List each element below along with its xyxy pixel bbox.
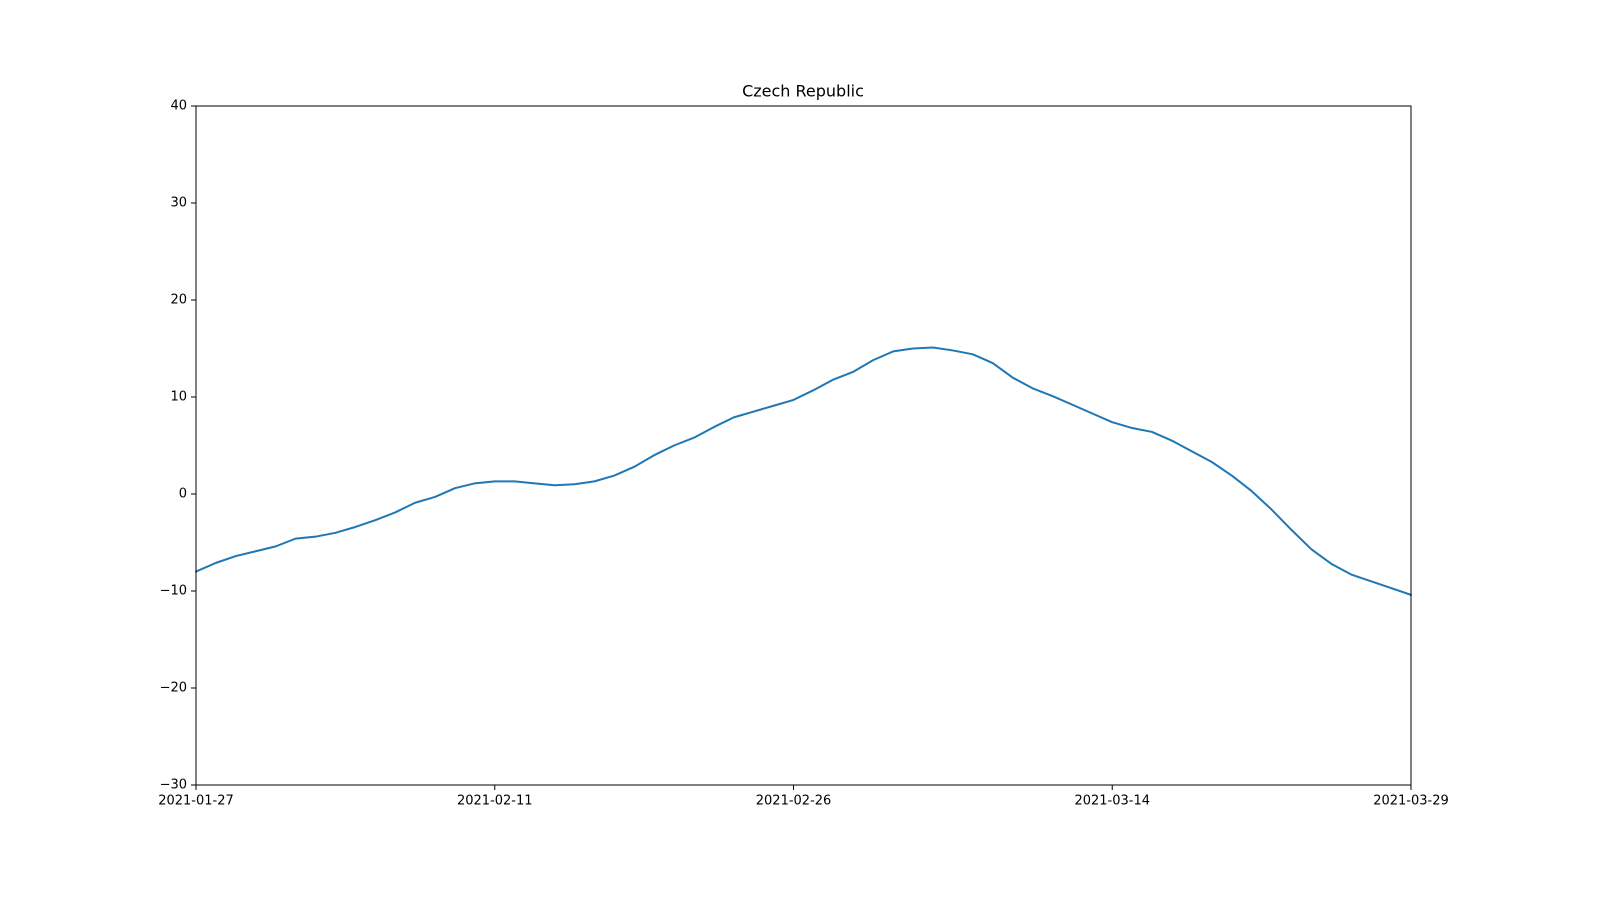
x-tick-label: 2021-01-27 <box>158 794 234 809</box>
series-line <box>195 346 1412 596</box>
y-tick-label: 10 <box>170 390 187 405</box>
y-tick-label: −10 <box>160 584 187 599</box>
y-tick-label: 0 <box>179 487 187 502</box>
y-tick-label: 30 <box>170 196 187 211</box>
plot-frame <box>195 105 1412 786</box>
x-tick-label: 2021-03-14 <box>1074 794 1150 809</box>
x-axis: 2021-01-27 2021-02-11 2021-02-26 2021-03-14… <box>158 785 1449 809</box>
x-tick-label: 2021-03-29 <box>1373 794 1449 809</box>
x-tick-label: 2021-02-11 <box>457 794 533 809</box>
y-tick-label: 40 <box>170 99 187 114</box>
y-tick-label: −20 <box>160 681 187 696</box>
x-tick-label: 2021-02-26 <box>756 794 832 809</box>
y-tick-label: 20 <box>170 293 187 308</box>
y-axis: 40 30 20 10 0 −10 −20 −30 <box>160 99 196 793</box>
y-tick-label: −30 <box>160 778 187 793</box>
chart-title: Czech Republic <box>742 82 864 101</box>
